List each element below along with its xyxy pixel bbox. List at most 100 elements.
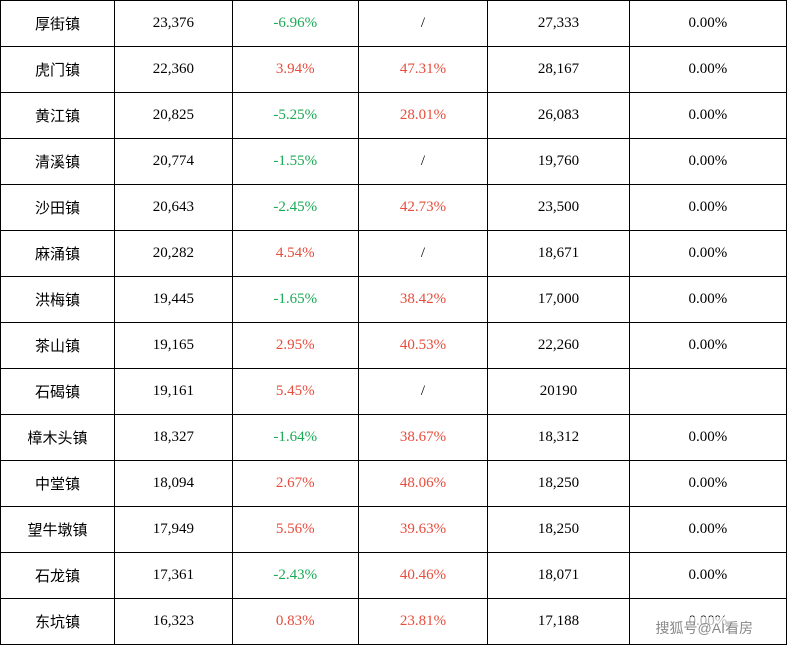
cell-name: 清溪镇 — [1, 139, 115, 185]
cell-value1: 16,323 — [114, 599, 232, 645]
cell-name: 洪梅镇 — [1, 277, 115, 323]
table-row: 黄江镇20,825-5.25%28.01%26,0830.00% — [1, 93, 787, 139]
cell-value1: 18,327 — [114, 415, 232, 461]
cell-pct1: 2.67% — [232, 461, 358, 507]
table-row: 茶山镇19,1652.95%40.53%22,2600.00% — [1, 323, 787, 369]
cell-pct3: 0.00% — [629, 461, 786, 507]
cell-pct3: 0.00% — [629, 185, 786, 231]
cell-value2: 17,000 — [488, 277, 629, 323]
table-row: 沙田镇20,643-2.45%42.73%23,5000.00% — [1, 185, 787, 231]
cell-value1: 17,361 — [114, 553, 232, 599]
cell-name: 石龙镇 — [1, 553, 115, 599]
table-body: 厚街镇23,376-6.96%/27,3330.00%虎门镇22,3603.94… — [1, 1, 787, 645]
cell-pct1: -1.64% — [232, 415, 358, 461]
cell-pct1: 4.54% — [232, 231, 358, 277]
cell-pct2: 40.46% — [358, 553, 488, 599]
cell-value1: 22,360 — [114, 47, 232, 93]
cell-pct1: 3.94% — [232, 47, 358, 93]
cell-value2: 23,500 — [488, 185, 629, 231]
cell-pct2: 47.31% — [358, 47, 488, 93]
cell-name: 麻涌镇 — [1, 231, 115, 277]
cell-pct3: 0.00% — [629, 323, 786, 369]
cell-pct1: -2.45% — [232, 185, 358, 231]
cell-name: 东坑镇 — [1, 599, 115, 645]
cell-pct2: 38.67% — [358, 415, 488, 461]
cell-name: 樟木头镇 — [1, 415, 115, 461]
table-row: 厚街镇23,376-6.96%/27,3330.00% — [1, 1, 787, 47]
table-row: 石碣镇19,1615.45%/20190 — [1, 369, 787, 415]
cell-value1: 17,949 — [114, 507, 232, 553]
cell-pct1: -1.65% — [232, 277, 358, 323]
cell-pct3: 0.00% — [629, 139, 786, 185]
cell-pct1: -1.55% — [232, 139, 358, 185]
cell-pct3 — [629, 369, 786, 415]
data-table: 厚街镇23,376-6.96%/27,3330.00%虎门镇22,3603.94… — [0, 0, 787, 645]
cell-value2: 26,083 — [488, 93, 629, 139]
cell-name: 石碣镇 — [1, 369, 115, 415]
cell-value1: 20,282 — [114, 231, 232, 277]
cell-pct1: -2.43% — [232, 553, 358, 599]
cell-value2: 27,333 — [488, 1, 629, 47]
cell-value1: 23,376 — [114, 1, 232, 47]
cell-pct2: / — [358, 139, 488, 185]
table-row: 石龙镇17,361-2.43%40.46%18,0710.00% — [1, 553, 787, 599]
cell-pct2: / — [358, 231, 488, 277]
cell-pct3: 0.00% — [629, 1, 786, 47]
cell-value2: 22,260 — [488, 323, 629, 369]
cell-pct2: 40.53% — [358, 323, 488, 369]
cell-name: 虎门镇 — [1, 47, 115, 93]
cell-value2: 28,167 — [488, 47, 629, 93]
cell-value2: 18,671 — [488, 231, 629, 277]
cell-pct2: / — [358, 369, 488, 415]
cell-value2: 17,188 — [488, 599, 629, 645]
cell-name: 茶山镇 — [1, 323, 115, 369]
watermark-label: 搜狐号@AI看房 — [652, 617, 757, 639]
table-row: 中堂镇18,0942.67%48.06%18,2500.00% — [1, 461, 787, 507]
cell-pct3: 0.00% — [629, 277, 786, 323]
table-row: 樟木头镇18,327-1.64%38.67%18,3120.00% — [1, 415, 787, 461]
cell-name: 厚街镇 — [1, 1, 115, 47]
table-row: 洪梅镇19,445-1.65%38.42%17,0000.00% — [1, 277, 787, 323]
cell-name: 沙田镇 — [1, 185, 115, 231]
cell-name: 中堂镇 — [1, 461, 115, 507]
cell-pct1: 5.45% — [232, 369, 358, 415]
cell-pct3: 0.00% — [629, 507, 786, 553]
cell-pct3: 0.00% — [629, 553, 786, 599]
cell-value1: 19,161 — [114, 369, 232, 415]
cell-value2: 20190 — [488, 369, 629, 415]
data-table-container: 厚街镇23,376-6.96%/27,3330.00%虎门镇22,3603.94… — [0, 0, 787, 645]
cell-value1: 20,774 — [114, 139, 232, 185]
cell-pct2: 28.01% — [358, 93, 488, 139]
table-row: 麻涌镇20,2824.54%/18,6710.00% — [1, 231, 787, 277]
cell-value1: 19,165 — [114, 323, 232, 369]
cell-value2: 18,312 — [488, 415, 629, 461]
cell-value2: 19,760 — [488, 139, 629, 185]
cell-value1: 19,445 — [114, 277, 232, 323]
cell-pct2: 48.06% — [358, 461, 488, 507]
cell-pct1: 5.56% — [232, 507, 358, 553]
cell-pct2: 42.73% — [358, 185, 488, 231]
cell-pct1: -5.25% — [232, 93, 358, 139]
cell-pct1: 2.95% — [232, 323, 358, 369]
cell-pct2: 39.63% — [358, 507, 488, 553]
cell-name: 黄江镇 — [1, 93, 115, 139]
table-row: 望牛墩镇17,9495.56%39.63%18,2500.00% — [1, 507, 787, 553]
cell-value1: 20,825 — [114, 93, 232, 139]
cell-pct2: 23.81% — [358, 599, 488, 645]
cell-pct3: 0.00% — [629, 415, 786, 461]
cell-value2: 18,250 — [488, 507, 629, 553]
cell-value1: 18,094 — [114, 461, 232, 507]
cell-value1: 20,643 — [114, 185, 232, 231]
table-row: 清溪镇20,774-1.55%/19,7600.00% — [1, 139, 787, 185]
cell-value2: 18,071 — [488, 553, 629, 599]
cell-pct3: 0.00% — [629, 47, 786, 93]
cell-pct2: 38.42% — [358, 277, 488, 323]
cell-pct1: 0.83% — [232, 599, 358, 645]
table-row: 虎门镇22,3603.94%47.31%28,1670.00% — [1, 47, 787, 93]
cell-name: 望牛墩镇 — [1, 507, 115, 553]
cell-value2: 18,250 — [488, 461, 629, 507]
cell-pct3: 0.00% — [629, 231, 786, 277]
cell-pct1: -6.96% — [232, 1, 358, 47]
cell-pct3: 0.00% — [629, 93, 786, 139]
cell-pct2: / — [358, 1, 488, 47]
